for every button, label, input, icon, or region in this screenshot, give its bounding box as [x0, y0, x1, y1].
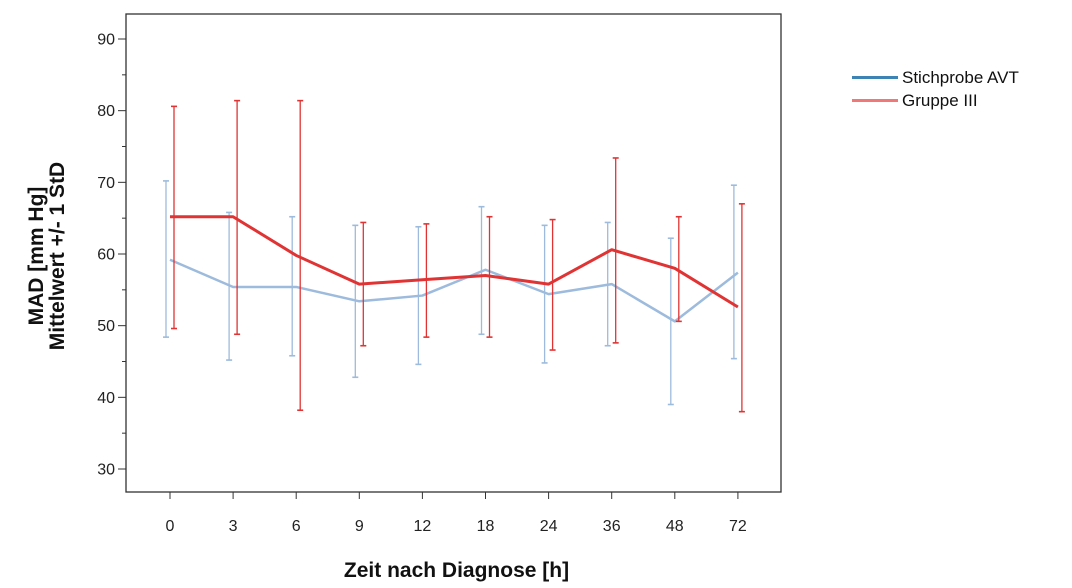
series-line-stichprobe-avt: [169, 258, 739, 323]
y-tick-label: 40: [97, 390, 115, 407]
x-tick-label: 9: [355, 518, 364, 535]
x-tick-label: 72: [729, 518, 747, 535]
x-tick-label: 48: [666, 518, 684, 535]
legend: Stichprobe AVT Gruppe III: [852, 66, 1019, 112]
y-tick-label: 30: [97, 462, 115, 479]
y-tick-label: 90: [97, 32, 115, 49]
y-tick-label: 60: [97, 247, 115, 264]
legend-item-stichprobe-avt: Stichprobe AVT: [852, 66, 1019, 89]
legend-label-stichprobe-avt: Stichprobe AVT: [902, 67, 1019, 87]
y-tick-label: 50: [97, 318, 115, 335]
series-line-gruppe-iii: [170, 215, 739, 309]
x-tick-label: 12: [414, 518, 432, 535]
y-tick-label: 70: [97, 175, 115, 192]
legend-swatch-gruppe-iii: [852, 99, 898, 102]
y-axis-title-line-1: MAD [mm Hg]: [25, 187, 48, 326]
x-tick-label: 36: [603, 518, 621, 535]
y-axis-title-line-2: Mittelwert +/- 1 StD: [46, 162, 69, 350]
x-tick-label: 3: [229, 518, 238, 535]
legend-item-gruppe-iii: Gruppe III: [852, 89, 1019, 112]
x-tick-label: 18: [477, 518, 495, 535]
x-axis-title: Zeit nach Diagnose [h]: [344, 559, 569, 582]
y-tick-label: 80: [97, 103, 115, 120]
x-tick-label: 6: [292, 518, 301, 535]
legend-swatch-stichprobe-avt: [852, 76, 898, 79]
x-tick-label: 0: [166, 518, 175, 535]
legend-label-gruppe-iii: Gruppe III: [902, 90, 978, 110]
x-tick-label: 24: [540, 518, 558, 535]
plot-frame: [125, 13, 782, 493]
